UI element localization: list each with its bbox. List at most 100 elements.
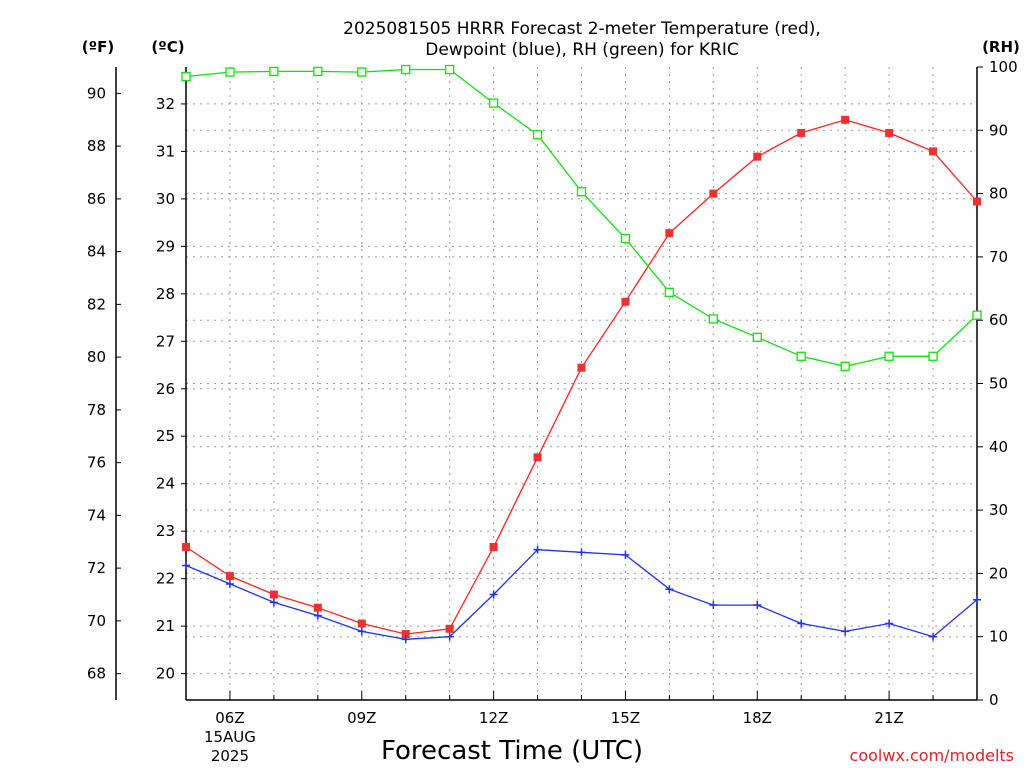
fahrenheit-tick-label: 90 bbox=[87, 84, 106, 102]
rh-point bbox=[313, 66, 323, 77]
x-tick-label: 15Z bbox=[611, 709, 640, 727]
dewpoint-point bbox=[665, 585, 674, 594]
dewpoint-point bbox=[445, 632, 454, 641]
rh-point bbox=[928, 351, 938, 361]
celsius-tick-label: 25 bbox=[156, 427, 175, 445]
dewpoint-point bbox=[269, 598, 278, 607]
celsius-unit-label: (ºC) bbox=[151, 38, 184, 56]
rh-point bbox=[225, 67, 235, 77]
rh-point bbox=[488, 98, 499, 108]
credit-label: coolwx.com/modelts bbox=[850, 746, 1014, 765]
chart-title-line-2: Dewpoint (blue), RH (green) for KRIC bbox=[425, 40, 738, 60]
temperature-point bbox=[885, 128, 894, 137]
dewpoint-point bbox=[709, 601, 718, 610]
fahrenheit-tick-label: 82 bbox=[87, 295, 106, 313]
dewpoint-point bbox=[357, 627, 366, 636]
temperature-point bbox=[445, 624, 454, 633]
celsius-tick-label: 26 bbox=[156, 380, 175, 398]
gridlines bbox=[186, 67, 977, 700]
celsius-tick-label: 31 bbox=[156, 142, 175, 160]
temperature-point bbox=[665, 229, 674, 238]
date-label: 2025 bbox=[211, 747, 249, 765]
dewpoint-point bbox=[929, 632, 938, 641]
series-group bbox=[181, 64, 982, 644]
celsius-tick-label: 21 bbox=[156, 617, 175, 635]
rh-point bbox=[357, 67, 367, 77]
x-tick-label: 06Z bbox=[215, 709, 244, 727]
fahrenheit-tick-label: 78 bbox=[87, 401, 106, 419]
rh-point bbox=[840, 361, 850, 372]
date-label: 15AUG bbox=[204, 728, 256, 746]
dewpoint-point bbox=[973, 595, 981, 604]
rh-tick-label: 80 bbox=[989, 185, 1008, 203]
rh-point bbox=[884, 351, 894, 361]
x-tick-label: 12Z bbox=[479, 709, 508, 727]
temperature-point bbox=[182, 543, 190, 552]
rh-line bbox=[185, 68, 978, 368]
temperature-series bbox=[182, 115, 981, 639]
rh-point bbox=[708, 314, 718, 324]
dewpoint-series bbox=[182, 545, 981, 644]
dewpoint-point bbox=[885, 619, 894, 628]
dewpoint-point bbox=[401, 635, 410, 644]
celsius-tick-label: 29 bbox=[156, 237, 175, 255]
celsius-tick-label: 24 bbox=[156, 475, 175, 493]
temperature-point bbox=[753, 152, 762, 161]
celsius-tick-label: 20 bbox=[156, 665, 175, 683]
temperature-point bbox=[929, 147, 938, 156]
rh-tick-label: 100 bbox=[989, 58, 1018, 76]
temperature-point bbox=[225, 572, 234, 581]
rh-tick-label: 70 bbox=[989, 248, 1008, 266]
fahrenheit-tick-label: 68 bbox=[87, 665, 106, 683]
axes bbox=[115, 66, 983, 701]
dewpoint-point bbox=[489, 590, 498, 599]
x-axis-label: Forecast Time (UTC) bbox=[381, 736, 643, 766]
tick-labels: 68 70 72 74 76 78 80 82 84 86 88 90 20 21 22 23 24 25 26 27… bbox=[87, 58, 1018, 765]
temperature-point bbox=[577, 363, 586, 372]
temperature-point bbox=[269, 590, 278, 599]
temperature-point bbox=[797, 128, 806, 137]
rh-tick-label: 0 bbox=[989, 691, 999, 709]
rh-point bbox=[445, 64, 455, 75]
celsius-tick-label: 30 bbox=[156, 190, 175, 208]
celsius-tick-label: 32 bbox=[156, 95, 175, 113]
dewpoint-point bbox=[621, 550, 630, 559]
temperature-point bbox=[313, 603, 322, 612]
rh-tick-label: 90 bbox=[989, 121, 1008, 139]
chart-title-line-1: 2025081505 HRRR Forecast 2-meter Tempera… bbox=[343, 19, 821, 39]
rh-unit-label: (RH) bbox=[982, 38, 1020, 56]
temperature-point bbox=[533, 453, 542, 462]
temperature-point bbox=[621, 297, 630, 306]
dewpoint-point bbox=[182, 561, 190, 570]
rh-tick-label: 40 bbox=[989, 438, 1008, 456]
rh-tick-label: 60 bbox=[989, 311, 1008, 329]
celsius-tick-label: 22 bbox=[156, 570, 175, 588]
fahrenheit-tick-label: 74 bbox=[87, 506, 106, 524]
temperature-point bbox=[489, 543, 498, 552]
x-tick-label: 09Z bbox=[347, 709, 376, 727]
celsius-tick-label: 28 bbox=[156, 285, 175, 303]
rh-point bbox=[576, 187, 587, 197]
rh-tick-label: 30 bbox=[989, 501, 1008, 519]
rh-point bbox=[752, 332, 762, 342]
x-tick-label: 18Z bbox=[743, 709, 772, 727]
rh-point bbox=[796, 351, 806, 361]
temperature-point bbox=[401, 630, 410, 639]
fahrenheit-tick-label: 70 bbox=[87, 612, 106, 630]
fahrenheit-tick-label: 86 bbox=[87, 190, 106, 208]
fahrenheit-tick-label: 88 bbox=[87, 137, 106, 155]
x-tick-label: 21Z bbox=[874, 709, 903, 727]
celsius-tick-label: 23 bbox=[156, 522, 175, 540]
rh-point bbox=[664, 287, 675, 297]
rh-point bbox=[972, 310, 982, 320]
celsius-tick-label: 27 bbox=[156, 332, 175, 350]
fahrenheit-tick-label: 84 bbox=[87, 243, 106, 261]
dewpoint-point bbox=[841, 627, 850, 636]
temperature-point bbox=[973, 197, 981, 206]
fahrenheit-tick-label: 80 bbox=[87, 348, 106, 366]
dewpoint-point bbox=[753, 601, 762, 610]
rh-tick-label: 20 bbox=[989, 564, 1008, 582]
dewpoint-point bbox=[797, 619, 806, 628]
rh-point bbox=[620, 233, 631, 244]
